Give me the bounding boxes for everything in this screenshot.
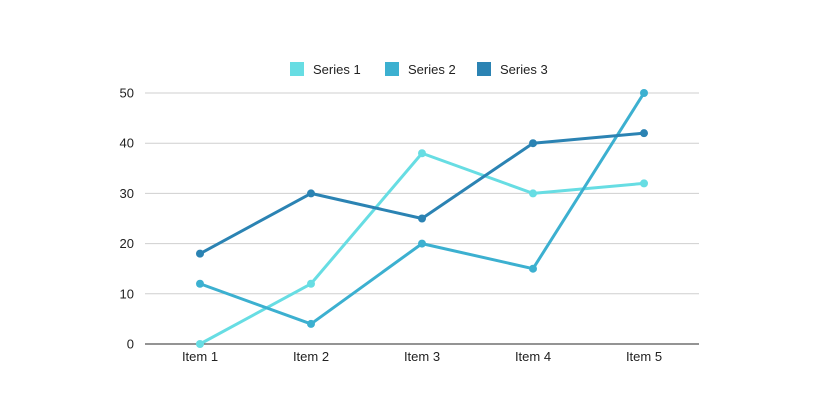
legend-item: Series 2 xyxy=(385,62,456,77)
data-point xyxy=(529,139,537,148)
legend-label: Series 2 xyxy=(408,62,456,77)
data-point xyxy=(418,149,426,158)
x-tick-label: Item 2 xyxy=(293,349,329,364)
data-point xyxy=(529,189,537,198)
grid-lines xyxy=(145,92,699,295)
y-tick-label: 50 xyxy=(120,86,134,101)
data-point xyxy=(640,179,648,188)
legend-item: Series 3 xyxy=(477,62,548,77)
x-tick-label: Item 3 xyxy=(404,349,440,364)
axes: 0 10 20 30 40 50 Item 1 Item 2 Item 3 Item 4 Item … xyxy=(120,86,699,364)
legend-swatch xyxy=(290,62,304,76)
data-point xyxy=(307,279,315,288)
data-point xyxy=(307,189,315,198)
y-tick-label: 20 xyxy=(120,236,134,251)
series-lines xyxy=(196,89,648,348)
data-point xyxy=(196,340,204,348)
legend-swatch xyxy=(385,62,399,76)
series-2 xyxy=(196,89,648,328)
y-tick-label: 40 xyxy=(120,136,134,151)
data-point xyxy=(418,239,426,248)
x-tick-label: Item 1 xyxy=(182,349,218,364)
data-point xyxy=(529,264,537,273)
y-tick-label: 30 xyxy=(120,186,134,201)
series-3 xyxy=(196,129,648,258)
legend-label: Series 1 xyxy=(313,62,361,77)
data-point xyxy=(307,319,315,328)
data-point xyxy=(196,279,204,288)
y-tick-label: 0 xyxy=(127,337,134,352)
legend-item: Series 1 xyxy=(290,62,361,77)
series-line xyxy=(198,151,646,346)
data-point xyxy=(640,89,648,97)
data-point xyxy=(418,214,426,223)
legend-swatch xyxy=(477,62,491,76)
x-tick-label: Item 4 xyxy=(515,349,551,364)
series-line xyxy=(198,91,646,326)
series-1 xyxy=(196,149,648,348)
legend-label: Series 3 xyxy=(500,62,548,77)
data-point xyxy=(196,249,204,258)
data-point xyxy=(640,129,648,138)
x-tick-label: Item 5 xyxy=(626,349,662,364)
y-tick-label: 10 xyxy=(120,286,134,301)
legend: Series 1 Series 2 Series 3 xyxy=(290,62,548,77)
